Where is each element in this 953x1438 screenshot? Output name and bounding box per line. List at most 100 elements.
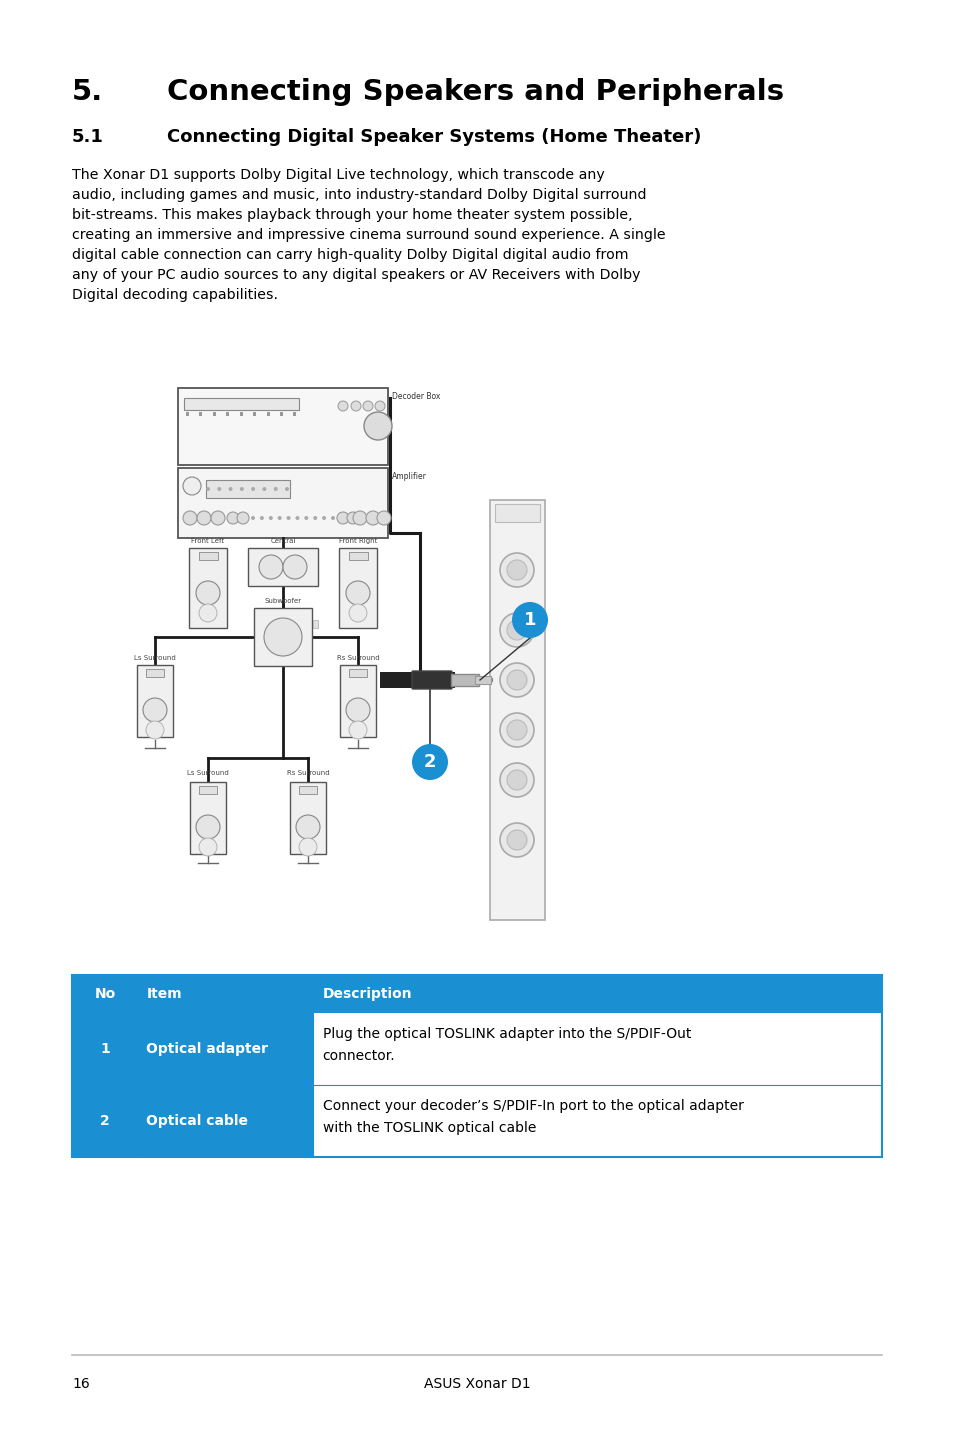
Text: Optical cable: Optical cable (146, 1114, 248, 1127)
Circle shape (295, 516, 299, 521)
Circle shape (206, 487, 210, 490)
Circle shape (251, 516, 254, 521)
Circle shape (239, 487, 244, 490)
Text: Front Left: Front Left (192, 538, 224, 544)
Circle shape (251, 487, 254, 490)
Bar (239, 413, 242, 416)
Bar (349, 552, 368, 559)
Bar (146, 669, 164, 677)
Circle shape (349, 720, 367, 739)
Circle shape (269, 516, 273, 521)
Text: Central: Central (270, 538, 295, 544)
Circle shape (506, 670, 526, 690)
Circle shape (366, 510, 379, 525)
Bar (349, 669, 367, 677)
Text: Item: Item (146, 986, 182, 1001)
Text: Rs Surround: Rs Surround (336, 654, 379, 661)
Circle shape (298, 838, 316, 856)
Text: 1: 1 (523, 611, 536, 628)
Circle shape (376, 510, 391, 525)
Bar (226, 413, 229, 416)
Circle shape (499, 764, 534, 797)
Text: Connecting Speakers and Peripherals: Connecting Speakers and Peripherals (167, 78, 783, 106)
Circle shape (183, 510, 196, 525)
Circle shape (349, 604, 367, 623)
Text: Front Right: Front Right (338, 538, 376, 544)
Bar (184, 398, 299, 410)
Circle shape (506, 620, 526, 640)
Circle shape (313, 516, 317, 521)
Circle shape (283, 555, 307, 580)
Circle shape (196, 510, 211, 525)
Circle shape (375, 401, 385, 411)
Bar (495, 503, 539, 522)
Circle shape (199, 604, 216, 623)
Circle shape (353, 510, 367, 525)
Bar (71, 1086, 882, 1158)
Bar (379, 672, 455, 687)
Circle shape (347, 512, 358, 523)
Bar (253, 608, 312, 666)
Text: Plug the optical TOSLINK adapter into the S/PDIF-Out
connector.: Plug the optical TOSLINK adapter into th… (322, 1027, 690, 1063)
Circle shape (499, 713, 534, 746)
Circle shape (229, 487, 233, 490)
Circle shape (295, 815, 319, 838)
Text: Optical adapter: Optical adapter (146, 1043, 268, 1055)
Circle shape (236, 512, 249, 523)
Circle shape (363, 401, 373, 411)
Bar (189, 548, 227, 628)
Bar (138, 1086, 313, 1158)
Circle shape (412, 743, 448, 779)
Bar (186, 413, 189, 416)
Text: Ls Surround: Ls Surround (187, 769, 229, 777)
Text: ASUS Xonar D1: ASUS Xonar D1 (423, 1378, 530, 1391)
Text: Connecting Digital Speaker Systems (Home Theater): Connecting Digital Speaker Systems (Home… (167, 128, 700, 147)
Bar (339, 664, 375, 738)
Circle shape (331, 516, 335, 521)
Bar (298, 787, 316, 794)
Circle shape (143, 697, 167, 722)
Text: Description: Description (322, 986, 412, 1001)
Circle shape (285, 487, 289, 490)
Text: Decoder Box: Decoder Box (392, 393, 440, 401)
Circle shape (199, 838, 216, 856)
Bar (248, 548, 317, 587)
Bar (199, 787, 216, 794)
Text: Rs Surround: Rs Surround (287, 769, 329, 777)
Bar (451, 674, 478, 686)
Bar (138, 1012, 313, 1086)
Bar (71, 1012, 882, 1086)
Circle shape (351, 401, 360, 411)
Bar (71, 1012, 138, 1086)
Bar (199, 552, 218, 559)
Circle shape (227, 512, 239, 523)
Text: The Xonar D1 supports Dolby Digital Live technology, which transcode any
audio, : The Xonar D1 supports Dolby Digital Live… (71, 168, 665, 302)
Circle shape (217, 487, 221, 490)
Circle shape (499, 663, 534, 697)
Circle shape (499, 554, 534, 587)
Circle shape (499, 823, 534, 857)
Circle shape (286, 516, 291, 521)
Bar (280, 413, 283, 416)
Bar (71, 975, 882, 1158)
Circle shape (195, 815, 220, 838)
Circle shape (264, 618, 302, 656)
Bar (137, 664, 172, 738)
Text: Amplifier: Amplifier (392, 472, 426, 480)
Circle shape (506, 769, 526, 789)
Bar (490, 500, 544, 920)
Bar (338, 548, 376, 628)
Circle shape (346, 581, 370, 605)
Circle shape (346, 697, 370, 722)
Bar (313, 620, 317, 628)
Circle shape (506, 720, 526, 741)
Bar (178, 467, 388, 538)
Circle shape (211, 510, 225, 525)
Circle shape (336, 512, 349, 523)
Circle shape (259, 516, 264, 521)
Text: 5.1: 5.1 (71, 128, 104, 147)
Circle shape (512, 603, 547, 638)
Circle shape (183, 477, 201, 495)
Circle shape (258, 555, 283, 580)
Bar (199, 413, 202, 416)
